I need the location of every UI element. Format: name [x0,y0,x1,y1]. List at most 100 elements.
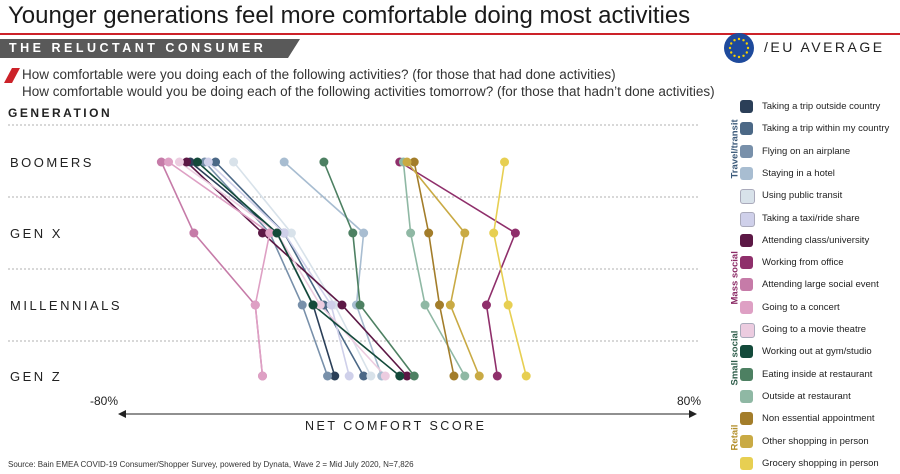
data-point [272,228,282,238]
data-point [359,228,369,238]
data-point [286,228,296,238]
legend-swatch [740,434,753,448]
series-line [178,161,386,377]
legend-item: Working from office [738,253,896,273]
data-point [297,300,307,310]
data-point [409,157,419,167]
legend-swatch [740,166,753,180]
data-point [330,371,340,381]
legend-label: Attending class/university [762,234,870,246]
data-point [344,371,354,381]
data-point [395,371,405,381]
legend-label: Using public transit [762,190,843,202]
banner-text: THE RELUCTANT CONSUMER [9,41,267,55]
legend-swatch [740,122,753,136]
series-line [323,161,415,377]
legend-label: Non essential appointment [762,413,875,425]
legend-swatch [740,211,755,227]
legend-swatch [740,345,753,359]
legend-label: Working out at gym/studio [762,346,872,358]
legend-item: Other shopping in person [738,432,896,452]
legend-swatch [740,100,753,113]
data-point [424,228,434,238]
series-line [283,161,383,377]
legend-item: Outside at restaurant [738,387,896,407]
source-note: Source: Bain EMEA COVID-19 Consumer/Shop… [8,460,414,469]
question-2: How comfortable would you be doing each … [22,84,715,99]
legend-label: Outside at restaurant [762,390,851,402]
legend-label: Working from office [762,257,844,269]
data-point [315,300,325,310]
legend-label: Other shopping in person [762,435,869,447]
data-point [279,157,289,167]
data-point [265,228,275,238]
data-point [337,300,347,310]
series-line [186,161,408,377]
legend-item: Attending class/university [738,231,896,251]
legend-item: Grocery shopping in person [738,454,896,474]
series-line [196,161,401,377]
legend-item: Taking a trip outside country [738,97,896,117]
legend-item: Staying in a hotel [738,164,896,184]
data-point [445,300,455,310]
data-point [323,371,333,381]
legend-swatch [740,233,753,247]
legend-swatch [740,412,753,426]
data-point [406,228,416,238]
series-line [214,161,365,377]
series-line [402,161,466,377]
data-point [449,371,459,381]
data-point [500,157,510,167]
data-point [229,157,239,167]
legend-swatch [740,389,753,403]
x-axis-min-label: -80% [90,394,119,408]
data-point [348,228,358,238]
data-point [503,300,513,310]
data-point [460,371,470,381]
data-point [156,157,166,167]
data-point [279,228,289,238]
y-axis-title: GENERATION [8,106,113,120]
data-point [510,228,520,238]
data-point [420,300,430,310]
legend-item: Going to a concert [738,298,896,318]
row-label-gen-x: GEN X [10,226,63,241]
page-title: Younger generations feel more comfortabl… [8,2,691,29]
legend-swatch [740,189,755,205]
legend-label: Eating inside at restaurant [762,368,873,380]
legend-swatch [740,323,755,338]
data-point [326,300,336,310]
data-point [182,157,192,167]
series-line [207,161,350,377]
data-point [402,371,412,381]
data-point [481,300,491,310]
legend-swatch [740,144,753,158]
row-label-gen-z: GEN Z [10,369,63,384]
legend-swatch [740,256,753,270]
x-axis-arrow-right [689,410,697,418]
series-line [492,161,527,377]
data-point [409,371,419,381]
legend-label: Attending large social event [762,279,879,291]
x-axis-max-label: 80% [677,394,702,408]
data-point [366,371,376,381]
data-point [308,300,318,310]
legend-label: Taking a taxi/ride share [762,212,860,224]
legend-item: Going to a movie theatre [738,320,896,340]
title-underline [0,33,900,35]
legend-label: Staying in a hotel [762,167,835,179]
data-point [435,300,445,310]
x-axis-arrow-left [118,410,126,418]
data-point [402,157,412,167]
question-1: How comfortable were you doing each of t… [22,67,616,82]
legend-item: Taking a taxi/ride share [738,209,896,229]
series-line [168,161,271,377]
data-point [258,371,267,381]
data-point [250,300,260,310]
data-point [492,371,502,381]
data-point [489,228,499,238]
eu-flag-icon [724,33,754,63]
section-banner: THE RELUCTANT CONSUMER [0,39,300,58]
legend-item: Flying on an airplane [738,142,896,162]
